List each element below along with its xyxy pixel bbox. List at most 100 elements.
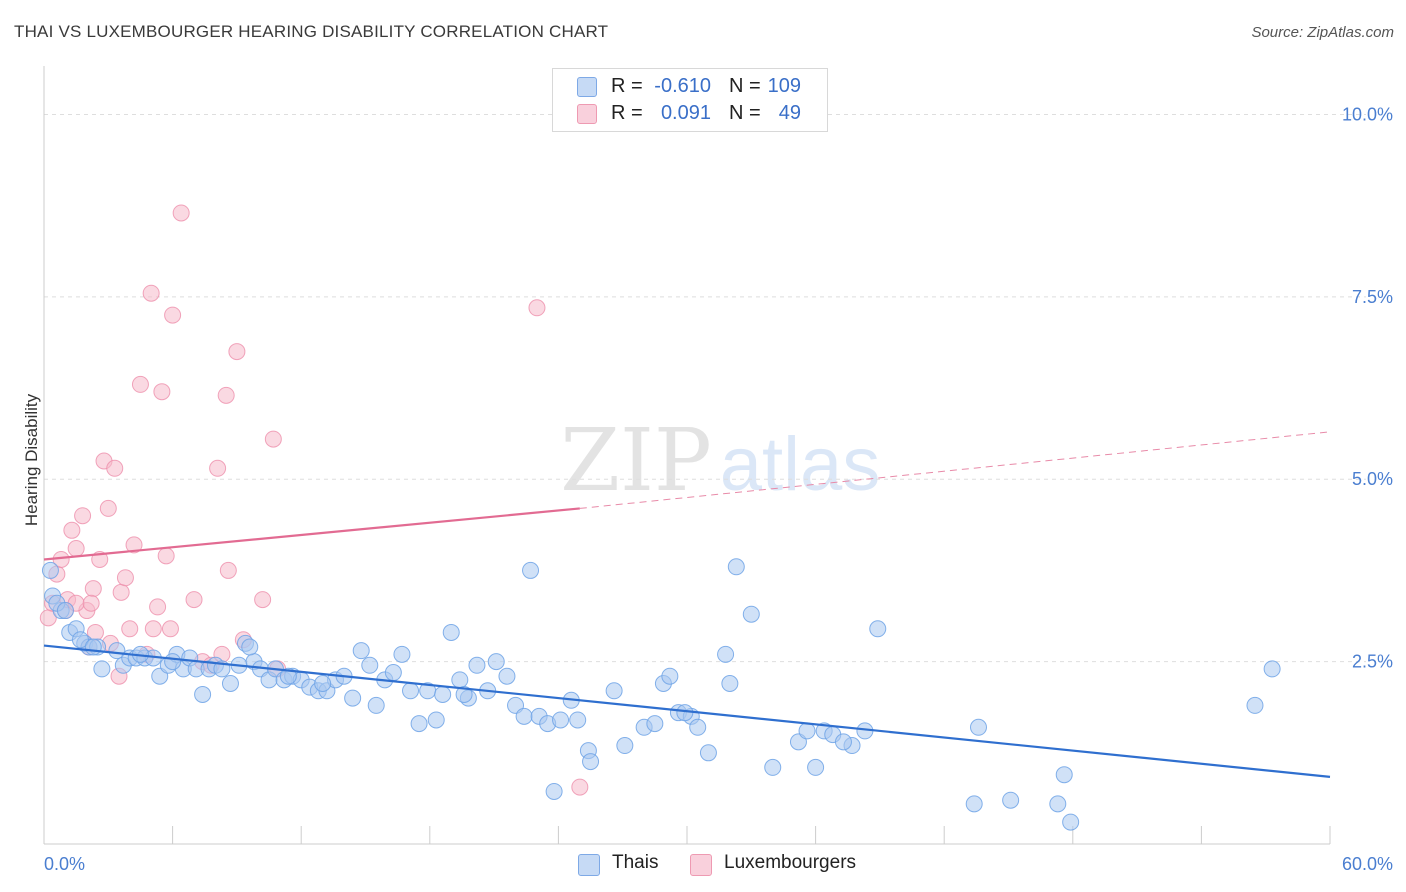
thai-point: [455, 685, 473, 703]
luxembourger-point: [67, 540, 85, 558]
thai-point: [721, 675, 739, 693]
thai-point: [56, 602, 74, 620]
trend-lines: [43, 431, 1331, 778]
thai-point: [834, 733, 852, 751]
x-tick-labels: 0.0% 60.0%: [44, 854, 1393, 874]
luxembourger-point: [264, 430, 282, 448]
luxembourgers-swatch: [577, 104, 597, 124]
luxembourger-point: [228, 343, 246, 361]
thai-point: [393, 645, 411, 663]
thai-point: [646, 715, 664, 733]
thai-point: [221, 675, 239, 693]
thai-point: [410, 715, 428, 733]
luxembourgers-legend-label: Luxembourgers: [724, 852, 857, 873]
gridlines: [44, 113, 1366, 663]
r-label: R =: [611, 75, 643, 97]
r-label: R =: [611, 102, 643, 124]
thai-point: [487, 653, 505, 671]
thai-point: [498, 667, 516, 685]
thai-point: [451, 671, 469, 689]
legend-row-thais: R = -0.610 N = 109: [553, 74, 827, 100]
thai-point: [552, 711, 570, 729]
thai-point: [605, 682, 623, 700]
thai-point: [194, 685, 212, 703]
thai-point: [764, 758, 782, 776]
thai-point: [314, 675, 332, 693]
thai-point: [468, 656, 486, 674]
thai-point: [676, 704, 694, 722]
n-value: 49: [778, 102, 801, 124]
luxembourger-point: [149, 598, 167, 616]
luxembourger-point: [116, 569, 134, 587]
luxembourger-point: [63, 521, 81, 539]
n-label: N =: [729, 75, 761, 97]
luxembourger-point: [219, 561, 237, 579]
thai-point: [965, 795, 983, 813]
thai-point: [717, 645, 735, 663]
r-value: 0.091: [660, 102, 711, 124]
thai-point: [1062, 813, 1080, 831]
luxembourger-point: [125, 536, 143, 554]
luxembourger-point: [131, 375, 149, 393]
thai-point: [427, 711, 445, 729]
luxembourger-point: [217, 386, 235, 404]
thai-point: [661, 667, 679, 685]
y-tick-labels: 2.5% 5.0% 7.5% 10.0%: [1342, 104, 1393, 671]
thai-point: [241, 638, 259, 656]
luxembourger-point: [528, 299, 546, 317]
thai-point: [361, 656, 379, 674]
thai-point: [689, 718, 707, 736]
thai-point: [1002, 791, 1020, 809]
luxembourger-point: [106, 459, 124, 477]
x-tick-label-min: 0.0%: [44, 854, 85, 874]
thai-point: [1263, 660, 1281, 678]
luxembourger-point: [164, 306, 182, 324]
luxembourger-point: [112, 583, 130, 601]
luxembourger-point: [209, 459, 227, 477]
thai-point: [545, 782, 563, 800]
luxembourger-point: [172, 204, 190, 222]
thai-point: [616, 737, 634, 755]
thai-point: [71, 631, 89, 649]
luxembourger-point: [121, 620, 139, 638]
thai-point: [1049, 795, 1067, 813]
thai-point: [522, 561, 540, 579]
y-tick-label: 5.0%: [1352, 469, 1393, 489]
luxembourger-point: [153, 383, 171, 401]
luxembourger-trend-extension: [579, 431, 1331, 509]
n-value: 109: [767, 75, 801, 97]
thai-point: [869, 620, 887, 638]
thai-point: [807, 758, 825, 776]
luxembourgers-legend-swatch: [690, 854, 712, 876]
thai-point: [569, 711, 587, 729]
luxembourger-point: [84, 580, 102, 598]
thai-point: [582, 753, 600, 771]
thai-point: [279, 667, 297, 685]
luxembourger-points: [39, 204, 589, 796]
luxembourger-point: [142, 284, 160, 302]
luxembourger-point: [144, 620, 162, 638]
legend-row-luxembourgers: R = 0.091 N = 49: [553, 101, 827, 127]
watermark-zip: ZIP: [560, 411, 712, 511]
source-credit: Source: ZipAtlas.com: [1251, 24, 1394, 41]
luxembourger-point: [571, 778, 589, 796]
y-tick-label: 7.5%: [1352, 287, 1393, 307]
correlation-legend: R = -0.610 N = 109 R = 0.091 N = 49: [552, 68, 828, 132]
thai-point: [1055, 766, 1073, 784]
thai-point: [367, 696, 385, 714]
n-label: N =: [729, 102, 761, 124]
luxembourger-point: [157, 547, 175, 565]
luxembourger-point: [161, 620, 179, 638]
luxembourger-point: [254, 591, 272, 609]
thai-points: [41, 558, 1281, 831]
watermark-atlas: atlas: [720, 422, 881, 507]
thai-point: [699, 744, 717, 762]
thai-point: [798, 722, 816, 740]
thai-point: [515, 707, 533, 725]
luxembourger-point: [74, 507, 92, 525]
y-tick-label: 10.0%: [1342, 104, 1393, 124]
thai-point: [402, 682, 420, 700]
luxembourger-point: [99, 499, 117, 517]
thai-point: [352, 642, 370, 660]
thais-legend-label: Thais: [612, 852, 659, 873]
